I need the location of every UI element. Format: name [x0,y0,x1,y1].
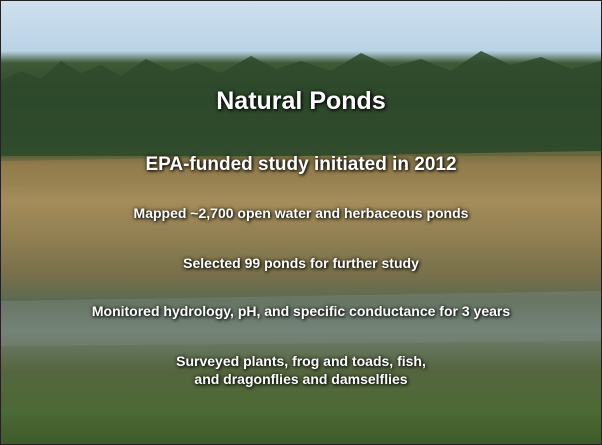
bullet: Surveyed plants, frog and toads, fish, [1,353,601,369]
slide-title: Natural Ponds [1,87,601,116]
bullet: and dragonflies and damselflies [1,371,601,387]
bullet: Selected 99 ponds for further study [1,255,601,271]
slide-subtitle: EPA-funded study initiated in 2012 [1,154,601,176]
slide: Natural Ponds EPA-funded study initiated… [0,0,602,445]
bullet: Monitored hydrology, pH, and specific co… [1,303,601,319]
bullet: Mapped ~2,700 open water and herbaceous … [1,205,601,221]
